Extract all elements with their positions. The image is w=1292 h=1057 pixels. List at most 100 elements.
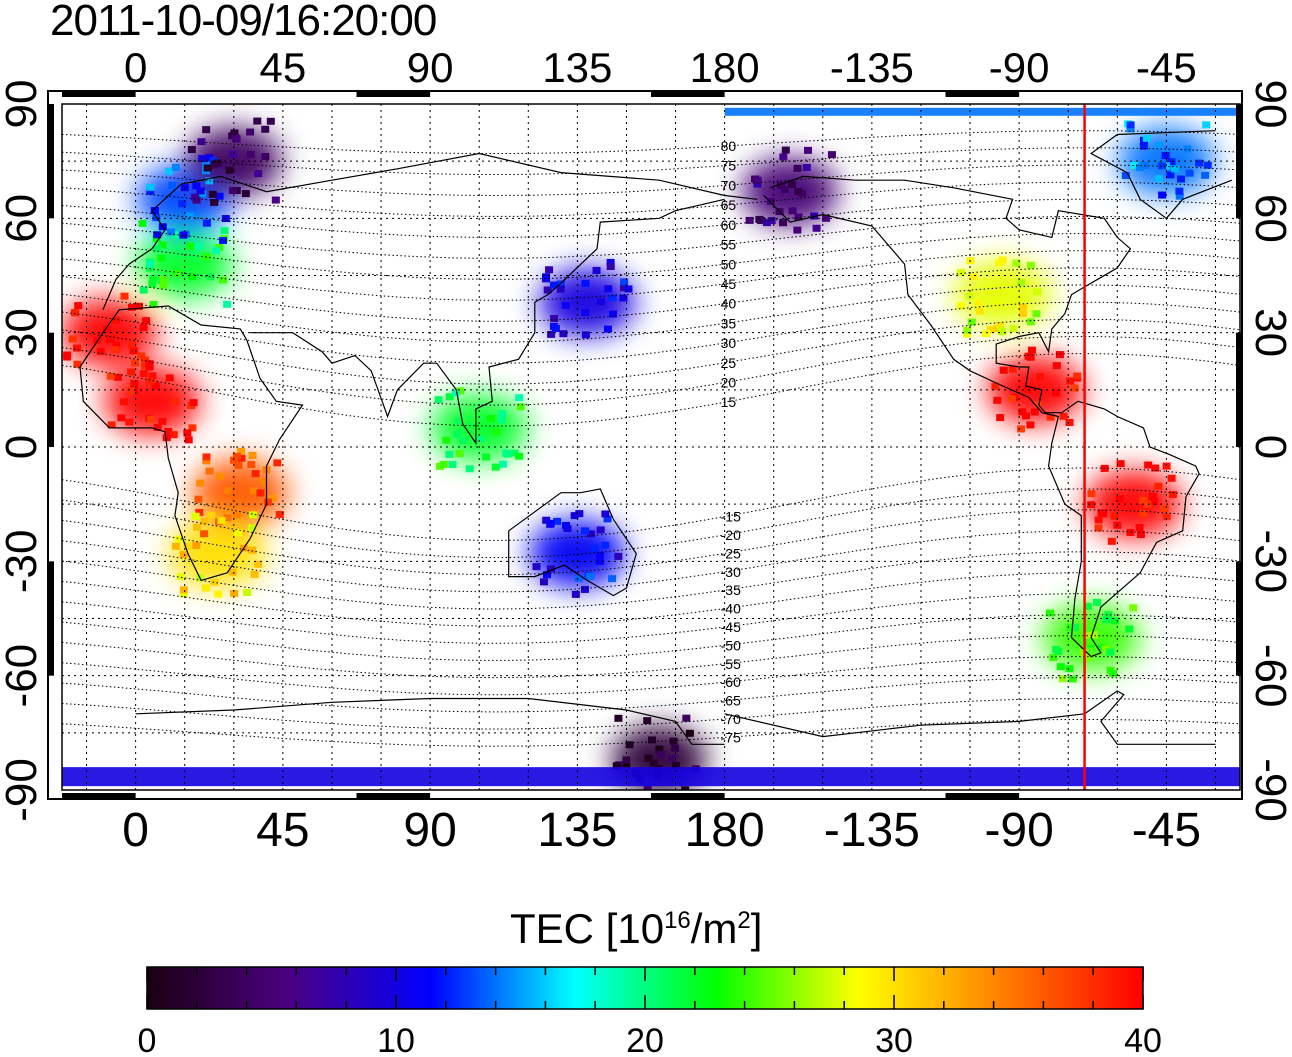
tec-cell <box>150 206 159 214</box>
tec-cell <box>999 366 1008 374</box>
colorbar-tick-label: 20 <box>626 1022 664 1057</box>
tec-cell <box>193 523 202 531</box>
contour-label: -70 <box>721 711 741 727</box>
tec-cell <box>975 307 984 315</box>
tec-cell <box>996 321 1005 329</box>
tec-cell <box>194 495 203 503</box>
lon-tick-label: -45 <box>1136 44 1197 91</box>
tec-cell <box>113 373 122 381</box>
tec-cell <box>1125 625 1134 633</box>
tec-band-north <box>724 107 1240 116</box>
coastline <box>1089 130 1216 219</box>
tec-cell <box>248 451 257 459</box>
tec-cell <box>1158 162 1167 170</box>
frame-mark <box>945 793 1020 799</box>
tec-cell <box>753 176 762 184</box>
tec-cell <box>606 258 615 266</box>
tec-cell <box>213 159 222 167</box>
tec-cell <box>1052 389 1061 397</box>
contour-label: -40 <box>721 601 741 617</box>
contour-label: -45 <box>721 619 741 635</box>
magnetic-contour <box>62 318 1240 385</box>
tec-cell <box>793 226 802 234</box>
tec-cell <box>1065 418 1074 426</box>
tec-cell <box>491 463 500 471</box>
contour-label: -65 <box>721 693 741 709</box>
tec-cell <box>998 256 1007 264</box>
tec-cell <box>1099 510 1108 518</box>
contour-label: 40 <box>721 296 737 312</box>
magnetic-contour <box>62 181 1240 217</box>
tec-cell <box>205 467 214 475</box>
tec-cell <box>794 188 803 196</box>
tec-cell <box>1087 501 1096 509</box>
tec-cell <box>993 300 1002 308</box>
tec-cell <box>1012 259 1021 267</box>
tec-cell <box>254 170 263 178</box>
lat-tick-label: 90 <box>0 80 46 129</box>
tec-cell <box>1201 171 1210 179</box>
tec-cell <box>230 589 239 597</box>
coastline <box>508 488 637 597</box>
tec-cell <box>612 762 621 770</box>
tec-cell <box>1171 165 1180 173</box>
tec-cell <box>804 146 813 154</box>
tec-cell <box>753 180 762 188</box>
tec-cell <box>1108 669 1117 677</box>
lat-tick-label: 60 <box>0 194 46 243</box>
tec-cell <box>1022 412 1031 420</box>
tec-cell <box>1135 163 1144 171</box>
tec-cell <box>967 318 976 326</box>
tec-cell <box>1017 278 1026 286</box>
tec-cell <box>176 573 185 581</box>
tec-cell <box>223 300 232 308</box>
tec-cell <box>1045 609 1054 617</box>
magnetic-contour <box>62 719 1240 747</box>
tec-cell <box>657 750 666 758</box>
tec-cell <box>179 590 188 598</box>
tec-cell <box>202 219 211 227</box>
tec-cell <box>996 414 1005 422</box>
tec-cell <box>1135 524 1144 532</box>
tec-cell <box>145 360 154 368</box>
tec-cell <box>608 294 617 302</box>
tec-cell <box>141 356 150 364</box>
tec-cell <box>603 515 612 523</box>
tec-cell <box>208 190 217 198</box>
contour-label: -20 <box>721 527 741 543</box>
tec-cell <box>146 183 155 191</box>
tec-cell <box>202 253 211 261</box>
tec-cell <box>253 117 262 125</box>
tec-cell <box>191 512 200 520</box>
lon-tick-label: 0 <box>124 44 147 91</box>
tec-cell <box>223 514 232 522</box>
tec-cell <box>168 182 177 190</box>
tec-cell <box>230 129 239 137</box>
tec-cell <box>1018 408 1027 416</box>
tec-cell <box>215 192 224 200</box>
tec-cell <box>63 351 72 359</box>
tec-cell <box>543 571 552 579</box>
tec-cell <box>1055 351 1064 359</box>
tec-cell <box>153 423 162 431</box>
tec-cell <box>570 512 579 520</box>
tec-cell <box>1056 663 1065 671</box>
magnetic-contour <box>62 635 1240 679</box>
tec-cell <box>214 590 223 598</box>
tec-cell <box>261 153 270 161</box>
lon-tick-label: 90 <box>407 44 454 91</box>
lon-tick-label: 135 <box>542 44 612 91</box>
tec-cell <box>762 219 771 227</box>
tec-region <box>169 519 266 588</box>
tec-cell <box>595 551 604 559</box>
tec-cell <box>1154 482 1163 490</box>
tec-cell <box>991 382 1000 390</box>
tec-cell <box>1126 528 1135 536</box>
tec-cell <box>581 279 590 287</box>
magnetic-contour <box>62 130 1240 154</box>
tec-cell <box>1154 175 1163 183</box>
tec-cell <box>559 330 568 338</box>
colorbar-title-exponent: 16 <box>664 907 691 934</box>
lat-tick-label: -30 <box>1246 530 1292 594</box>
